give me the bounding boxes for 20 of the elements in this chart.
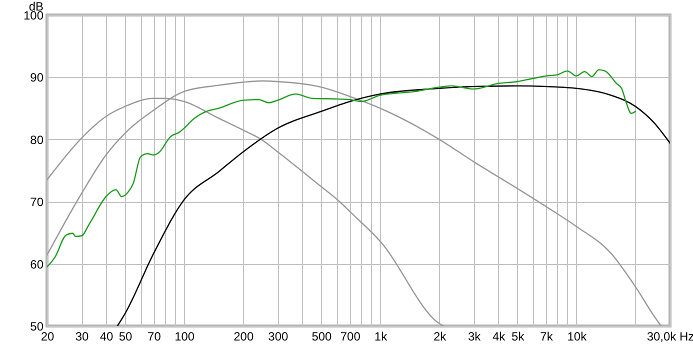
y-tick-label: 80 (30, 132, 44, 147)
x-tick-label: 200 (234, 330, 254, 344)
x-tick-label: 50 (118, 330, 133, 344)
x-tick-label: 700 (340, 330, 361, 344)
y-tick-label: 60 (30, 257, 44, 272)
x-tick-label: 4k (492, 330, 506, 344)
x-tick-label: 3k (468, 330, 482, 344)
x-tick-label: 10k (567, 330, 588, 344)
x-tick-label: 1k (374, 330, 388, 344)
x-tick-label: 300 (268, 330, 289, 344)
x-tick-label: 2k (433, 330, 448, 344)
y-tick-label: 70 (30, 195, 44, 210)
x-tick-label: 30 (75, 330, 90, 344)
x-tick-label: 100 (174, 330, 195, 344)
y-tick-label: 90 (30, 70, 44, 85)
x-tick-label: 70 (148, 330, 162, 344)
x-tick-label: 7k (540, 330, 554, 344)
x-tick-label: 5k (512, 330, 526, 344)
x-tick-label: 500 (312, 330, 332, 344)
x-tick-label: 40 (100, 330, 114, 344)
